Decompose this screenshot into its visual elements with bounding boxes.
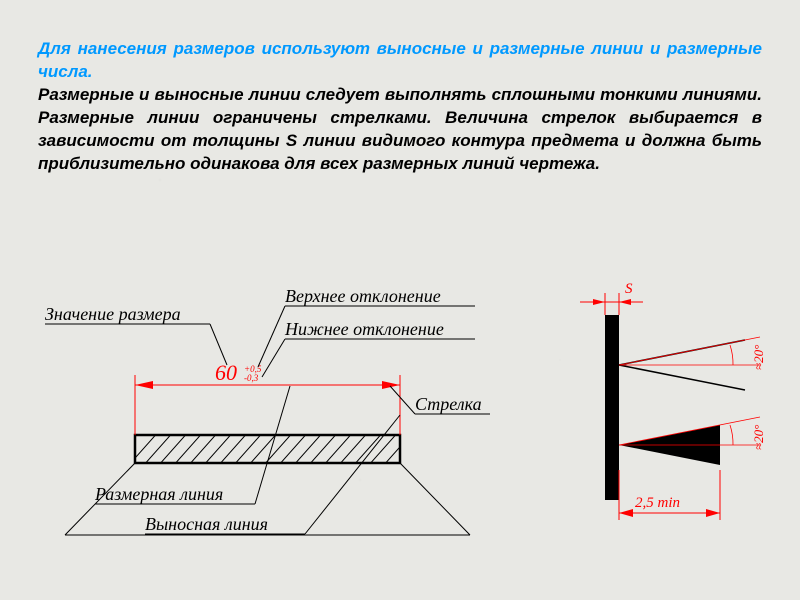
- arrow-open: [619, 337, 760, 390]
- label-ext-line: Выносная линия: [145, 514, 268, 534]
- label-dim-line: Размерная линия: [94, 484, 223, 504]
- right-diagram: S ≈20° ≈20°: [580, 281, 766, 520]
- diagrams-svg: 60 +0,5 -0,3 Значение размера Верхнее от…: [0, 260, 800, 590]
- angle-label-1: ≈20°: [751, 345, 766, 370]
- intro-text: Для нанесения размеров используют выносн…: [38, 39, 762, 81]
- diagram-area: 60 +0,5 -0,3 Значение размера Верхнее от…: [0, 260, 800, 590]
- s-label: S: [625, 281, 633, 297]
- angle-label-2: ≈20°: [751, 425, 766, 450]
- label-arrow: Стрелка: [415, 394, 482, 414]
- label-upper-dev: Верхнее отклонение: [285, 286, 441, 306]
- slide: Для нанесения размеров используют выносн…: [0, 0, 800, 600]
- arrow-filled: [619, 417, 760, 465]
- proj-right: [400, 463, 470, 535]
- min-len-label: 2,5 min: [635, 495, 680, 511]
- left-diagram: 60 +0,5 -0,3 Значение размера Верхнее от…: [45, 286, 490, 535]
- s-dimension: [580, 293, 643, 315]
- label-value: Значение размера: [45, 304, 181, 324]
- tol-lower: -0,3: [244, 373, 259, 383]
- label-lower-dev: Нижнее отклонение: [284, 319, 444, 339]
- text-block: Для нанесения размеров используют выносн…: [38, 38, 762, 176]
- dimension-line: [135, 381, 400, 389]
- thick-bar: [605, 315, 619, 500]
- body-text: Размерные и выносные линии следует выпол…: [38, 85, 762, 173]
